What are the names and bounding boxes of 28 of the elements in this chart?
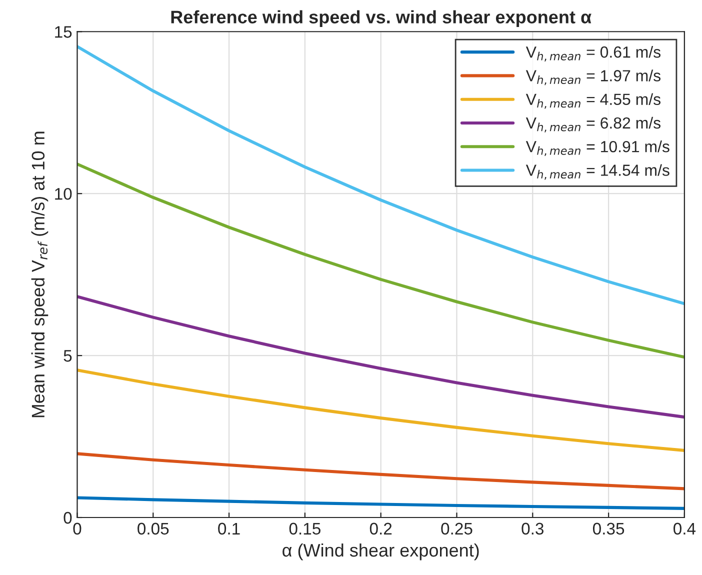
line-series bbox=[77, 368, 684, 452]
x-tick-label: 0.05 bbox=[138, 522, 169, 535]
y-axis-title: Mean wind speed V$_{ref}$ (m/s) at 10 m bbox=[31, 132, 48, 418]
x-tick-label: 0.2 bbox=[370, 522, 392, 535]
x-tick-label: 0.35 bbox=[592, 522, 624, 535]
y-tick-label: 5 bbox=[64, 350, 72, 362]
legend-label: V$_{h,mean}$ = 4.55 m/s bbox=[526, 93, 660, 109]
x-tick-label: 0.4 bbox=[674, 522, 696, 535]
x-tick-label: 0 bbox=[73, 522, 82, 535]
line-series bbox=[77, 44, 684, 306]
line-series bbox=[77, 452, 684, 490]
y-tick-label: 10 bbox=[55, 188, 72, 200]
legend-label: V$_{h,mean}$ = 6.82 m/s bbox=[526, 116, 660, 132]
legend-label: V$_{h,mean}$ = 14.54 m/s bbox=[526, 164, 670, 180]
line-series bbox=[77, 295, 684, 419]
line-series bbox=[77, 162, 684, 359]
line-series bbox=[77, 496, 684, 510]
x-axis-title: α (Wind shear exponent) bbox=[282, 543, 479, 560]
y-tick-label: 15 bbox=[55, 26, 72, 38]
legend-label: V$_{h,mean}$ = 10.91 m/s bbox=[526, 140, 670, 156]
legend-label: V$_{h,mean}$ = 0.61 m/s bbox=[526, 46, 660, 62]
y-tick-label: 0 bbox=[64, 512, 72, 524]
x-tick-label: 0.3 bbox=[522, 522, 544, 535]
chart-title: Reference wind speed vs. wind shear exponent α bbox=[171, 10, 592, 28]
x-tick-label: 0.1 bbox=[218, 522, 240, 535]
x-tick-label: 0.15 bbox=[289, 522, 320, 535]
legend-label: V$_{h,mean}$ = 1.97 m/s bbox=[526, 70, 660, 86]
x-tick-label: 0.25 bbox=[441, 522, 472, 535]
